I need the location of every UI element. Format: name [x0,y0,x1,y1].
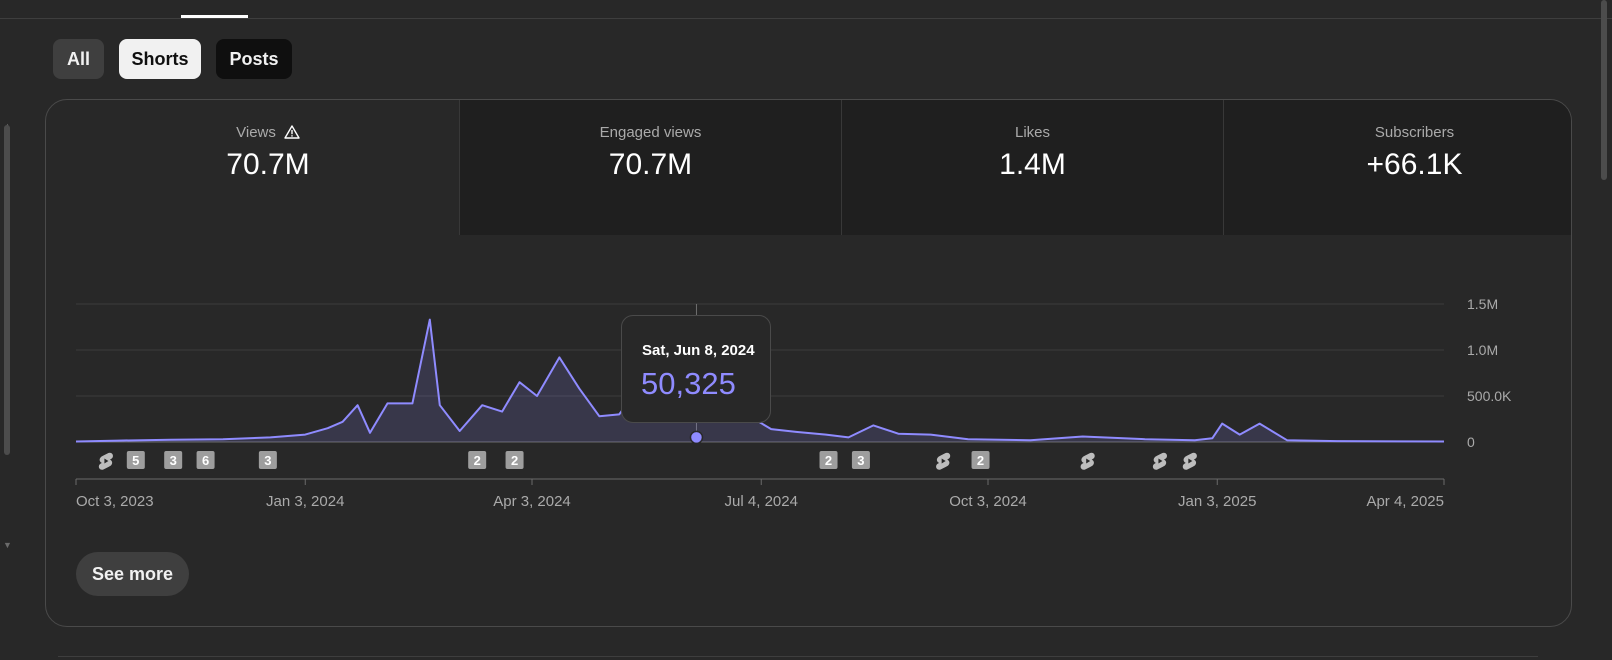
publish-marker-count: 3 [857,453,864,468]
top-divider [0,18,1612,19]
y-tick-label: 0 [1467,434,1475,450]
publish-marker-count: 5 [132,453,139,468]
analytics-card: Views 70.7M Engaged views 70.7M Likes 1.… [45,99,1572,627]
tooltip-date: Sat, Jun 8, 2024 [642,342,755,359]
publish-marker-count: 2 [474,453,481,468]
see-more-button[interactable]: See more [76,552,189,596]
publish-marker-box [468,451,487,469]
highlight-point [689,430,704,445]
shorts-icon-play [1188,458,1193,464]
publish-marker-box [819,451,838,469]
shorts-icon-play [104,458,109,464]
right-scrollbar[interactable] [1601,0,1607,180]
publish-marker-count: 2 [825,453,832,468]
publish-marker-count: 6 [202,453,209,468]
metric-value: +66.1K [1366,148,1463,181]
metric-subscribers-tab[interactable]: Subscribers +66.1K [1223,100,1571,235]
shorts-icon-play [1086,458,1091,464]
left-scrollbar[interactable] [4,125,10,455]
x-tick-label: Apr 3, 2024 [493,493,571,510]
y-tick-label: 1.5M [1467,296,1498,312]
x-tick-label: Jul 4, 2024 [725,493,798,510]
publish-marker-count: 2 [977,453,984,468]
shorts-marker-icon [98,452,113,470]
metric-value: 70.7M [608,148,693,181]
shorts-icon-play [941,458,946,464]
metric-label: Engaged views [599,124,702,141]
metric-label: Likes [1014,124,1051,141]
y-tick-label: 500.0K [1467,388,1512,404]
publish-marker-box [971,451,990,469]
publish-marker-box [505,451,524,469]
shorts-marker-icon [1152,452,1167,470]
filter-all-chip[interactable]: All [53,39,104,79]
shorts-marker-icon [1182,452,1197,470]
shorts-marker-icon [936,452,951,470]
filter-posts-chip[interactable]: Posts [216,39,292,79]
metric-label: Views [236,124,276,141]
metric-views-tab[interactable]: Views 70.7M [77,100,459,235]
x-tick-label: Oct 3, 2024 [949,493,1027,510]
publish-marker-box [164,451,183,469]
bottom-divider [58,656,1538,657]
publish-marker-count: 3 [170,453,177,468]
scroll-down-arrow-icon[interactable]: ▼ [3,540,12,550]
publish-marker-count: 3 [264,453,271,468]
metric-label: Subscribers [1374,124,1455,141]
x-tick-label: Oct 3, 2023 [76,493,154,510]
publish-marker-count: 2 [511,453,518,468]
y-tick-label: 1.0M [1467,342,1498,358]
publish-marker-box [258,451,277,469]
active-tab-indicator [181,15,248,18]
metric-likes-tab[interactable]: Likes 1.4M [841,100,1223,235]
metric-engaged-views-tab[interactable]: Engaged views 70.7M [459,100,841,235]
shorts-marker-icon [1080,452,1095,470]
publish-marker-box [851,451,870,469]
x-tick-label: Jan 3, 2025 [1178,493,1256,510]
chart-tooltip: Sat, Jun 8, 2024 50,325 [621,315,771,423]
publish-marker-box [126,451,145,469]
tooltip-value: 50,325 [641,366,736,401]
filter-shorts-chip[interactable]: Shorts [119,39,201,79]
x-tick-label: Jan 3, 2024 [266,493,344,510]
warning-icon[interactable] [284,125,300,143]
shorts-icon-play [1158,458,1163,464]
metric-value: 1.4M [999,148,1066,181]
publish-marker-box [196,451,215,469]
series-area [76,319,1444,442]
metric-value: 70.7M [226,148,310,181]
x-tick-label: Apr 4, 2025 [1366,493,1444,510]
